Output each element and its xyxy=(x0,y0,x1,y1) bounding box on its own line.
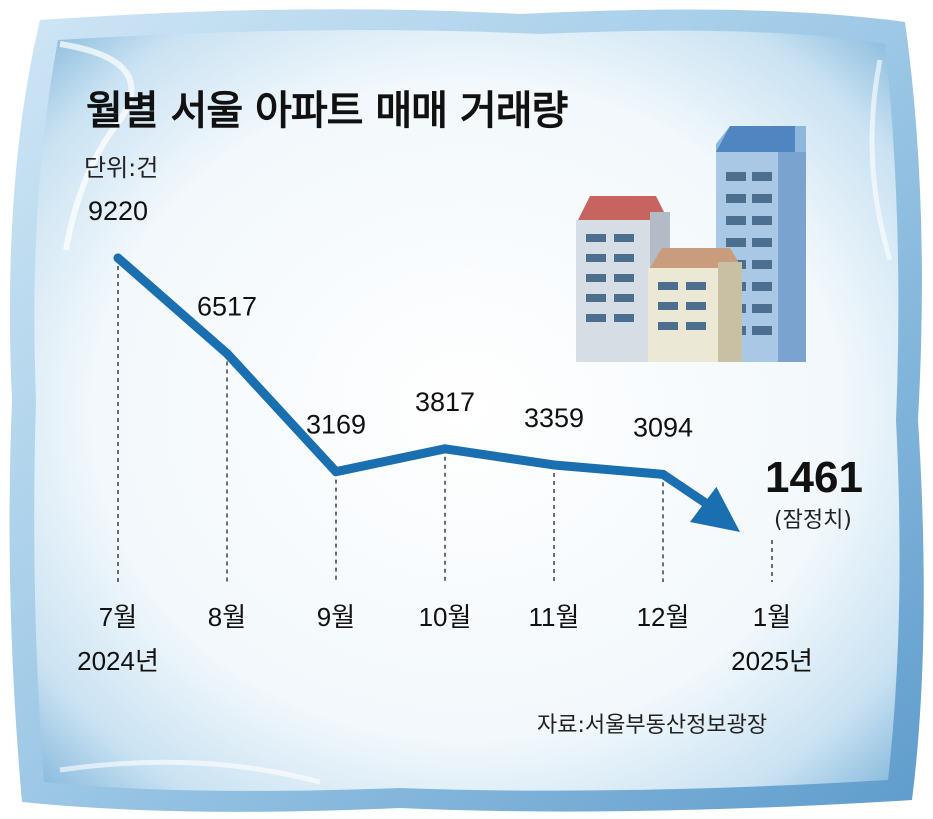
value-label: 6517 xyxy=(197,291,257,321)
value-label: 3094 xyxy=(633,412,693,442)
x-tick-label: 12월 xyxy=(637,602,690,632)
data-point xyxy=(658,469,668,479)
source-label: 자료:서울부동산정보광장 xyxy=(537,713,768,738)
value-label: 1461 xyxy=(765,453,863,502)
x-tick-label: 10월 xyxy=(419,602,472,632)
data-point xyxy=(222,348,232,358)
chart-title: 월별 서울 아파트 매매 거래량 xyxy=(86,88,568,134)
x-tick-label: 7월 xyxy=(99,602,137,632)
year-label: 2025년 xyxy=(731,646,813,676)
apartment-buildings-icon xyxy=(576,126,806,362)
data-point xyxy=(440,444,450,454)
value-label: 3817 xyxy=(415,387,475,417)
x-tick-label: 1월 xyxy=(753,602,791,632)
data-point xyxy=(549,460,559,470)
value-label: 3359 xyxy=(524,403,584,433)
value-label: 9220 xyxy=(88,196,148,226)
value-label: 3169 xyxy=(306,410,366,440)
x-tick-label: 8월 xyxy=(208,602,246,632)
series-arrowhead xyxy=(689,486,740,532)
x-tick-label: 9월 xyxy=(317,602,355,632)
data-point xyxy=(113,253,123,263)
x-tick-label: 11월 xyxy=(529,602,580,632)
year-label: 2024년 xyxy=(77,646,159,676)
unit-label: 단위:건 xyxy=(84,154,159,182)
provisional-note: (잠정치) xyxy=(774,508,852,533)
data-point xyxy=(331,467,341,477)
